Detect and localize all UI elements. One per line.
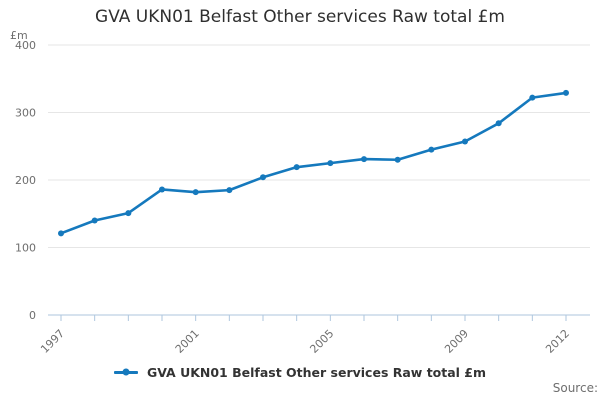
- data-point-2001[interactable]: [192, 189, 199, 196]
- x-tick-label-2009: 2009: [442, 327, 471, 356]
- x-tick-label-2005: 2005: [307, 327, 336, 356]
- data-point-2004[interactable]: [293, 164, 300, 171]
- data-point-2005[interactable]: [327, 160, 334, 167]
- data-point-2000[interactable]: [159, 186, 165, 193]
- data-point-2006[interactable]: [361, 156, 367, 163]
- x-tick-label-2001: 2001: [173, 327, 202, 356]
- y-tick-label-0: 0: [29, 309, 36, 322]
- legend-marker-line: [113, 368, 138, 376]
- data-point-2011[interactable]: [529, 94, 536, 101]
- source-note: Source:: [552, 381, 598, 395]
- y-axis-unit-label: £m: [10, 29, 28, 42]
- legend-marker-dot: [122, 368, 130, 376]
- data-point-2010[interactable]: [495, 120, 502, 127]
- plot-area: 0 100 200 300 400 1997 2001 2005 2009 2012: [15, 39, 590, 356]
- data-point-2003[interactable]: [260, 174, 266, 181]
- legend-series-label: GVA UKN01 Belfast Other services Raw tot…: [146, 364, 487, 380]
- y-tick-label-100: 100: [15, 242, 36, 255]
- chart-title: GVA UKN01 Belfast Other services Raw tot…: [95, 7, 505, 27]
- y-tick-label-300: 300: [15, 107, 36, 120]
- data-point-2012[interactable]: [563, 89, 569, 96]
- data-point-2007[interactable]: [394, 156, 401, 163]
- data-point-1999[interactable]: [125, 210, 132, 217]
- y-tick-label-400: 400: [15, 39, 36, 52]
- data-point-2008[interactable]: [428, 146, 435, 153]
- data-point-1997[interactable]: [58, 230, 64, 237]
- x-tick-label-2012: 2012: [543, 327, 572, 356]
- y-tick-label-200: 200: [15, 174, 36, 187]
- x-tick-label-1997: 1997: [38, 327, 67, 356]
- data-point-2002[interactable]: [226, 187, 233, 194]
- data-point-2009[interactable]: [462, 138, 468, 145]
- data-point-1998[interactable]: [91, 217, 98, 224]
- legend[interactable]: GVA UKN01 Belfast Other services Raw tot…: [0, 362, 600, 382]
- data-line[interactable]: [59, 91, 568, 235]
